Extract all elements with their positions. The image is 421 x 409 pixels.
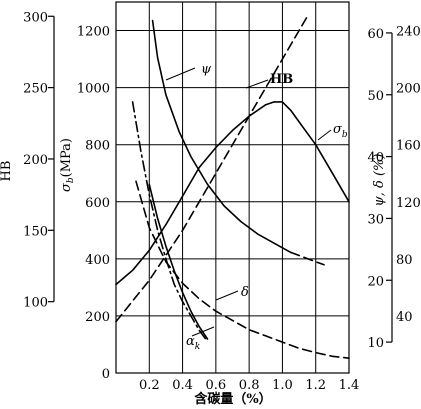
x-tick-label: 0.6 <box>206 378 227 393</box>
series-line-HB <box>115 15 309 323</box>
sigma-leader <box>317 129 332 141</box>
x-tick-label: 1.4 <box>339 378 360 393</box>
x-tick-label: 1.2 <box>305 378 326 393</box>
delta-leader <box>215 290 239 301</box>
x-tick-label: 0.4 <box>172 378 193 393</box>
hb-tick-label: 300 <box>23 10 48 25</box>
x-tick-label: 0.2 <box>139 378 160 393</box>
hb-tick-label: 150 <box>23 224 48 239</box>
delta-label: δ <box>241 285 249 300</box>
ak-leader <box>191 326 215 337</box>
hb-series-label: HB <box>270 72 293 87</box>
psi-label: ψ <box>201 62 212 77</box>
psi-delta-axis-label: ψ, δ (%) <box>372 154 387 207</box>
sigma-tick-label: 1200 <box>77 25 110 40</box>
psi-tick-label: 40 <box>367 151 384 166</box>
psi-tick-label: 60 <box>367 27 384 42</box>
hb-leader <box>245 79 269 89</box>
ak-tick-label: 80 <box>396 253 413 268</box>
hb-tick-label: 100 <box>23 296 48 311</box>
ak-tick-label: 120 <box>396 196 421 211</box>
psi-tick-label: 10 <box>367 336 384 351</box>
ak-label: αk <box>186 334 200 352</box>
x-tick-label: 0.8 <box>239 378 260 393</box>
x-axis-title: 含碳量（%） <box>193 391 271 407</box>
sigma-tick-label: 200 <box>85 310 110 325</box>
sigma-axis-label: σb(MPa) <box>59 138 76 192</box>
hb-tick-label: 200 <box>23 153 48 168</box>
ak-tick-label: 240 <box>396 25 421 40</box>
psi-leader <box>165 67 196 81</box>
sigma-tick-label: 600 <box>85 196 110 211</box>
sigma-tick-label: 400 <box>85 253 110 268</box>
plot-frame <box>115 1 350 374</box>
psi-tick-label: 30 <box>367 212 384 227</box>
plot-grid <box>115 1 350 374</box>
series-line-ψ-cont <box>289 251 325 266</box>
labels-group: HB σb(MPa) ψ, δ (%) 含碳量（%） ψ HB σb δ αk <box>0 62 387 407</box>
hb-axis-label: HB <box>0 161 14 182</box>
series-line-ψ-low <box>148 183 209 340</box>
series-line-ak <box>131 101 209 343</box>
ak-tick-label: 160 <box>396 139 421 154</box>
sigma-tick-label: 800 <box>85 139 110 154</box>
axes-group: 0.2 0.4 0.6 0.8 1.0 1.2 1.4 0 200 400 600 800 1000 12… <box>23 10 421 393</box>
sigma-b-label: σb <box>333 122 348 140</box>
ak-tick-label: 200 <box>396 82 421 97</box>
psi-tick-label: 20 <box>367 274 384 289</box>
hb-tick-label: 250 <box>23 82 48 97</box>
series-line-δ <box>135 180 350 360</box>
x-tick-label: 1.0 <box>272 378 293 393</box>
psi-tick-label: 50 <box>367 89 384 104</box>
sigma-tick-label: 1000 <box>77 82 110 97</box>
series-line-ψ <box>151 19 292 254</box>
ak-tick-label: 40 <box>396 310 413 325</box>
sigma-tick-label: 0 <box>102 367 110 382</box>
series-group <box>115 15 350 360</box>
